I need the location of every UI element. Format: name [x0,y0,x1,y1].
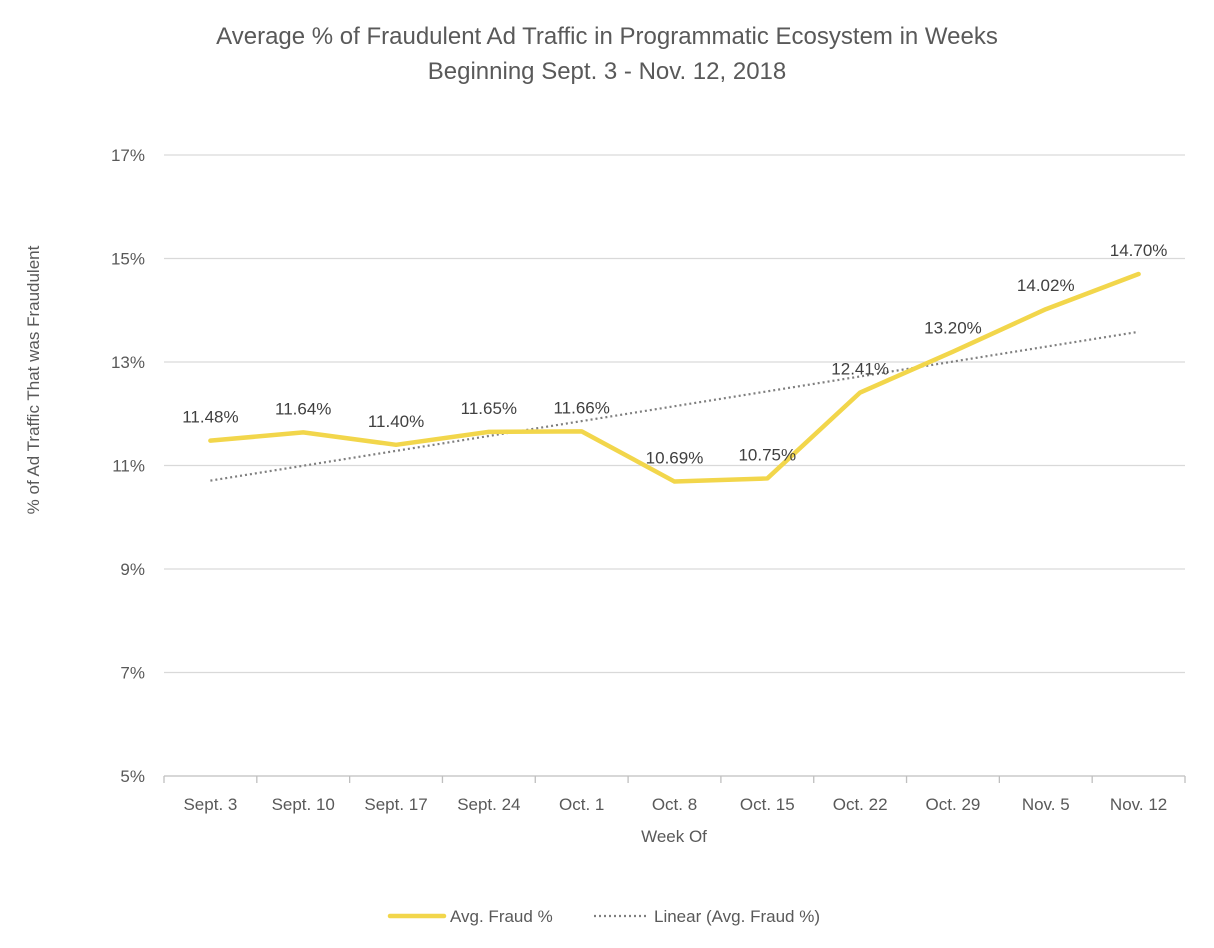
x-tick-label: Oct. 29 [926,795,981,814]
x-tick-label: Oct. 22 [833,795,888,814]
legend-label-avg-fraud: Avg. Fraud % [450,907,553,926]
data-label: 13.20% [924,319,982,338]
x-axis-title: Week Of [641,827,707,846]
y-axis-title: % of Ad Traffic That was Fraudulent [24,245,43,514]
x-tick-label: Oct. 1 [559,795,604,814]
y-tick-label: 11% [112,457,145,476]
x-tick-label: Sept. 3 [183,795,237,814]
data-label: 14.02% [1017,276,1075,295]
x-axis [163,776,1186,783]
data-label: 12.41% [831,360,889,379]
x-tick-label: Oct. 8 [652,795,697,814]
series-line-avg-fraud [208,271,1141,484]
x-tick-label: Sept. 24 [457,795,520,814]
y-axis-tick-labels: 5% 7% 9% 11% 13% 15% 17% [111,146,145,786]
data-label: 11.66% [553,398,609,417]
chart-title-line-2: Beginning Sept. 3 - Nov. 12, 2018 [428,58,786,85]
chart-title-line-1: Average % of Fraudulent Ad Traffic in Pr… [216,23,998,50]
y-tick-label: 17% [111,146,145,165]
linear-trendline [210,330,1139,482]
x-tick-label: Oct. 15 [740,795,795,814]
data-labels: 11.48% 11.64% 11.40% 11.65% 11.66% 10.69% 10.7… [182,241,1167,468]
data-label: 11.48% [182,408,238,427]
trendline-layer [210,330,1139,482]
y-tick-label: 15% [111,250,145,269]
x-tick-label: Sept. 10 [272,795,335,814]
data-label: 14.70% [1110,241,1168,260]
gridlines [164,154,1185,777]
x-tick-label: Sept. 17 [364,795,427,814]
x-axis-tick-labels: Sept. 3 Sept. 10 Sept. 17 Sept. 24 Oct. 1 Oct… [183,795,1167,814]
legend: Avg. Fraud % Linear (Avg. Fraud %) [387,907,820,926]
data-label: 11.40% [368,412,424,431]
data-label: 11.65% [461,399,517,418]
x-tick-label: Nov. 5 [1022,795,1070,814]
y-tick-label: 5% [120,767,145,786]
data-label: 10.75% [738,445,796,464]
y-tick-label: 9% [120,560,145,579]
x-tick-label: Nov. 12 [1110,795,1167,814]
data-label: 11.64% [275,399,331,418]
series-layer [208,271,1141,484]
legend-label-linear-trend: Linear (Avg. Fraud %) [654,907,820,926]
y-tick-label: 13% [111,353,145,372]
data-label: 10.69% [646,449,704,468]
y-tick-label: 7% [120,664,145,683]
